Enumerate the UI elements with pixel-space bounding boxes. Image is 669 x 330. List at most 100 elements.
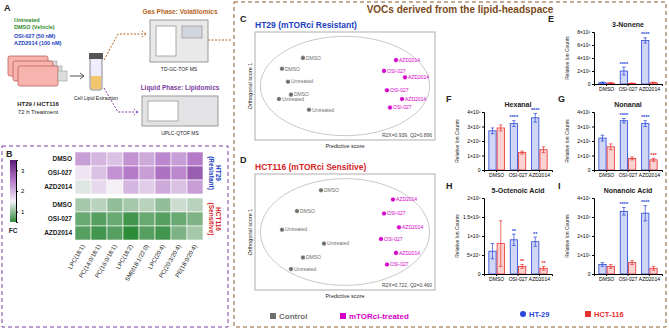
tick-label: 0 xyxy=(588,81,591,87)
heatmap-cell xyxy=(187,226,203,240)
tick: DMSO xyxy=(489,170,504,178)
axis-line xyxy=(592,33,595,85)
point xyxy=(391,197,396,202)
point-label: AZD2014 xyxy=(399,57,420,63)
error-bar xyxy=(512,121,516,127)
tick: DMSO xyxy=(489,274,504,282)
legend-label: Control xyxy=(279,312,307,321)
tick: 1×10⁵ xyxy=(577,153,594,159)
point-label: Untreated xyxy=(294,266,316,272)
tick-label: OSI-027 xyxy=(509,172,528,178)
axis: DMSOOSI-027AZD2014 xyxy=(595,170,663,178)
axis: DMSOOSI-027AZD2014 xyxy=(485,274,553,282)
significance-label: ** xyxy=(541,260,546,266)
error-bar xyxy=(630,83,634,84)
error-bar xyxy=(643,38,647,43)
tick-label: DMSO xyxy=(599,86,614,92)
tick-label: 4×10⁵ xyxy=(577,109,590,115)
tick-label: 0 xyxy=(478,271,481,277)
tick-mark xyxy=(592,71,594,72)
heatmap-cell xyxy=(139,180,155,194)
error-bar xyxy=(630,261,634,265)
error-bar xyxy=(542,147,546,153)
point xyxy=(400,97,405,102)
axis: 01×10⁵2×10⁵3×10⁵4×10⁵ xyxy=(577,195,594,277)
tick-label: 1×10⁵ xyxy=(577,153,590,159)
tick: OSI-027 xyxy=(619,274,638,282)
point xyxy=(379,237,384,242)
tick-mark xyxy=(482,112,484,113)
treatment-label: OSI-027 (50 nM) xyxy=(14,33,55,39)
axis: DMSO OSI-027AZD2014 xyxy=(485,170,553,178)
axis-title: Orthogonal score 1 xyxy=(247,209,253,256)
heatmap-cell xyxy=(75,198,91,212)
point xyxy=(385,88,390,93)
tick-mark xyxy=(482,127,484,128)
heatmap-cell xyxy=(123,198,139,212)
tick: AZD2014 xyxy=(529,274,550,282)
point xyxy=(322,241,327,246)
heatmap-cell xyxy=(123,226,139,240)
heatmap xyxy=(75,198,203,240)
point-label: OSI-027 xyxy=(393,104,412,110)
tick: OSI-027 xyxy=(509,170,528,178)
error-bar xyxy=(499,125,503,131)
heatmap-cell xyxy=(75,166,91,180)
legend-swatch xyxy=(585,311,591,317)
duration-label: 72 h Treatment xyxy=(18,109,59,115)
tick-mark xyxy=(482,217,484,218)
tick-label: OSI-027 xyxy=(619,86,638,92)
tick-mark xyxy=(482,170,484,171)
point xyxy=(280,66,285,71)
bar xyxy=(642,40,649,84)
error-bar xyxy=(643,121,647,127)
point xyxy=(289,267,294,272)
chart-title: 3-Nonene xyxy=(612,21,644,28)
row-label: DMSO xyxy=(53,201,73,208)
axis-title: Relative Ion Counts xyxy=(564,119,570,163)
tick: 1 xyxy=(16,209,25,215)
plot-area xyxy=(599,206,657,274)
tick-mark xyxy=(482,198,484,199)
tick: DMSO xyxy=(599,84,614,92)
bar xyxy=(532,118,539,170)
plot-area xyxy=(260,179,429,286)
legend-swatch xyxy=(270,313,276,319)
heatmap-cell xyxy=(123,212,139,226)
bar xyxy=(620,121,627,170)
tick-mark xyxy=(482,236,484,237)
tick-label: AZD2014 xyxy=(529,172,550,178)
bar xyxy=(642,124,649,170)
heatmap-title: HT29(Resistant) xyxy=(207,156,223,190)
panel-label: E xyxy=(548,14,554,24)
tick: 4×10⁵ xyxy=(577,109,594,115)
tick-mark xyxy=(592,274,594,275)
point xyxy=(394,251,399,256)
error-bar xyxy=(609,82,613,84)
significance-label: **** xyxy=(620,112,629,118)
tick-mark xyxy=(592,45,594,46)
error-bar xyxy=(652,82,656,83)
significance-label: ** xyxy=(533,231,538,237)
tick-label: 2 xyxy=(21,188,25,194)
axis-line xyxy=(482,199,485,275)
flask-neck xyxy=(58,71,67,81)
heatmap-cell xyxy=(155,166,171,180)
error-bar xyxy=(609,265,613,269)
heatmap xyxy=(75,152,203,194)
axis: 123 xyxy=(16,161,25,223)
heatmap-cell xyxy=(171,166,187,180)
axis-title: Predictive score xyxy=(325,143,364,149)
chart-title: HCT116 (mTORci Sensitive) xyxy=(255,162,366,172)
tick: 8×10⁶ xyxy=(577,29,594,35)
tick-label: 1×10⁵ xyxy=(467,233,480,239)
point-label: AZD2014 xyxy=(402,224,423,230)
tick: 2×10⁶ xyxy=(467,138,484,144)
tick-mark xyxy=(592,170,594,171)
plot-frame xyxy=(255,32,435,140)
bar xyxy=(518,153,525,170)
tick-label: DMSO xyxy=(599,276,614,282)
point-label: Untreated xyxy=(282,96,304,102)
error-bar xyxy=(622,208,626,216)
significance-label: **** xyxy=(620,61,629,67)
